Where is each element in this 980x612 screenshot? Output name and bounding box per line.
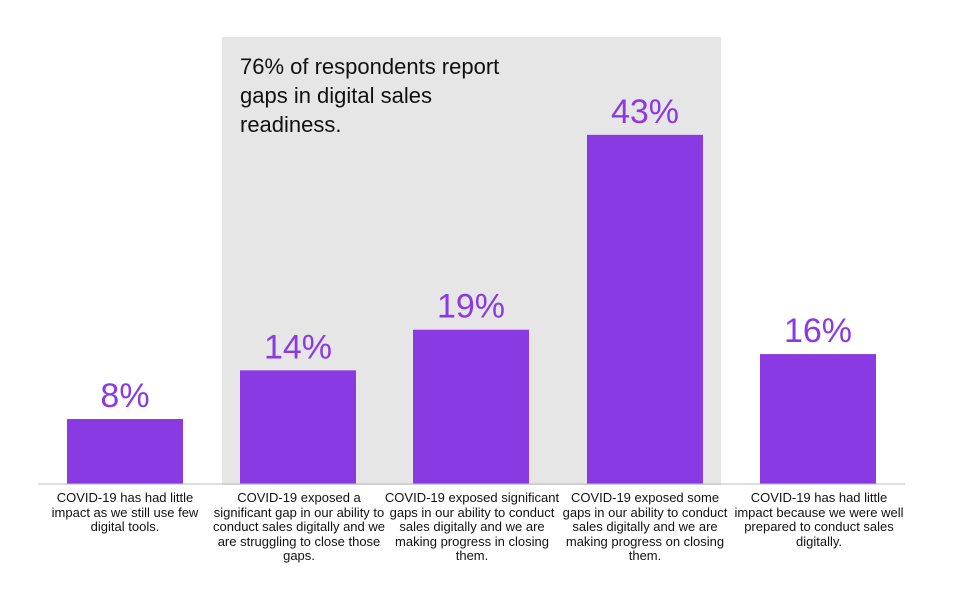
value-label-4: 43%: [611, 93, 679, 131]
category-label-3: COVID-19 exposed significant gaps in our…: [384, 490, 560, 563]
value-label-2: 14%: [264, 328, 332, 366]
category-label-2: COVID-19 exposed a significant gap in ou…: [213, 490, 385, 563]
highlight-callout-text: 76% of respondents report gaps in digita…: [240, 54, 500, 137]
bar-1: [67, 419, 183, 484]
bar-2: [240, 370, 356, 484]
bar-3: [413, 329, 529, 484]
category-label-1: COVID-19 has had little impact as we sti…: [51, 490, 199, 534]
bar-5: [760, 354, 876, 484]
category-label-5: COVID-19 has had little impact because w…: [734, 490, 904, 549]
bar-4: [587, 134, 703, 484]
value-label-3: 19%: [437, 288, 505, 326]
category-label-4: COVID-19 exposed some gaps in our abilit…: [562, 490, 728, 563]
value-label-1: 8%: [100, 377, 149, 415]
value-label-5: 16%: [784, 312, 852, 350]
